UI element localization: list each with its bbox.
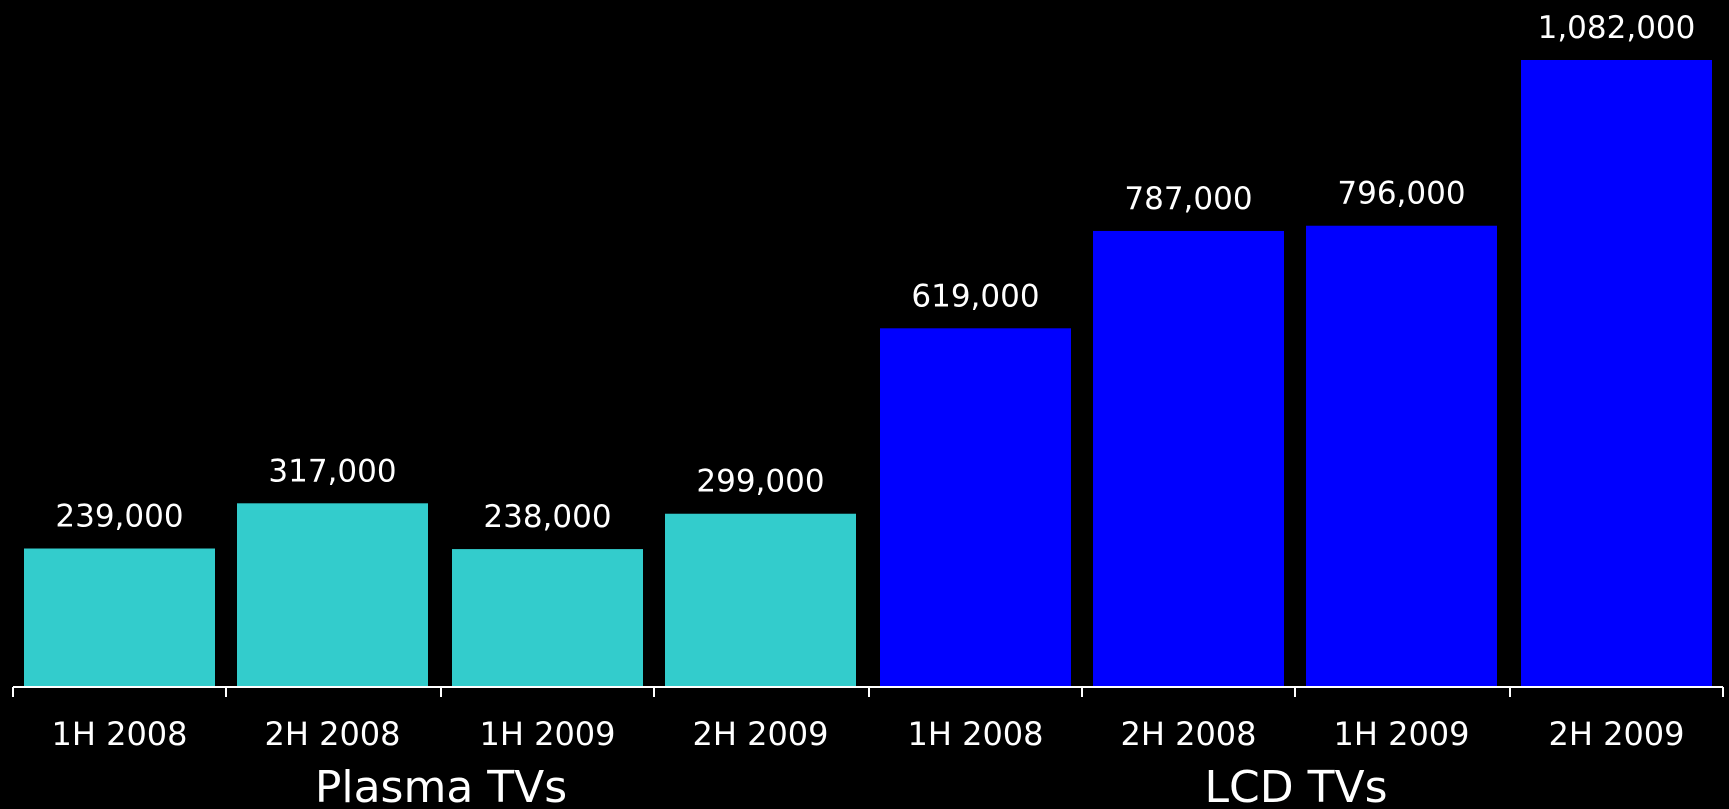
bars-layer	[24, 60, 1712, 687]
bar-value-label: 317,000	[268, 453, 396, 489]
x-tick-label: 2H 2009	[692, 715, 828, 753]
group-label-plasma: Plasma TVs	[315, 762, 567, 809]
x-tick-label: 2H 2008	[1120, 715, 1256, 753]
x-axis	[12, 686, 1724, 697]
group-label-lcd: LCD TVs	[1204, 762, 1387, 809]
bar-plasma-2h-2008	[237, 503, 428, 687]
x-tick-label: 2H 2008	[264, 715, 400, 753]
bar-plasma-1h-2008	[24, 548, 215, 687]
group-labels-layer: Plasma TVs LCD TVs	[315, 762, 1388, 809]
x-tick-label: 1H 2008	[907, 715, 1043, 753]
x-tick-label: 1H 2009	[1333, 715, 1469, 753]
x-tick-label: 1H 2009	[479, 715, 615, 753]
bar-value-label: 619,000	[911, 278, 1039, 314]
bar-lcd-1h-2008	[880, 328, 1071, 687]
bar-value-label: 299,000	[696, 464, 824, 500]
bar-lcd-2h-2009	[1521, 60, 1712, 687]
bar-value-label: 796,000	[1337, 176, 1465, 212]
bar-plasma-2h-2009	[665, 513, 856, 687]
bar-lcd-2h-2008	[1093, 230, 1284, 687]
bar-plasma-1h-2009	[452, 549, 643, 687]
tick-labels-layer: 1H 2008 2H 2008 1H 2009 2H 2009 1H 2008 2H 20…	[51, 715, 1684, 753]
bar-value-label: 239,000	[55, 499, 183, 535]
x-tick-label: 2H 2009	[1548, 715, 1684, 753]
bar-lcd-1h-2009	[1306, 225, 1497, 687]
x-tick-label: 1H 2008	[51, 715, 187, 753]
value-labels-layer: 239,000 317,000 238,000 299,000 619,000 787,0…	[55, 10, 1695, 535]
bar-value-label: 787,000	[1124, 181, 1252, 217]
bar-value-label: 238,000	[483, 499, 611, 535]
bar-value-label: 1,082,000	[1538, 10, 1696, 46]
